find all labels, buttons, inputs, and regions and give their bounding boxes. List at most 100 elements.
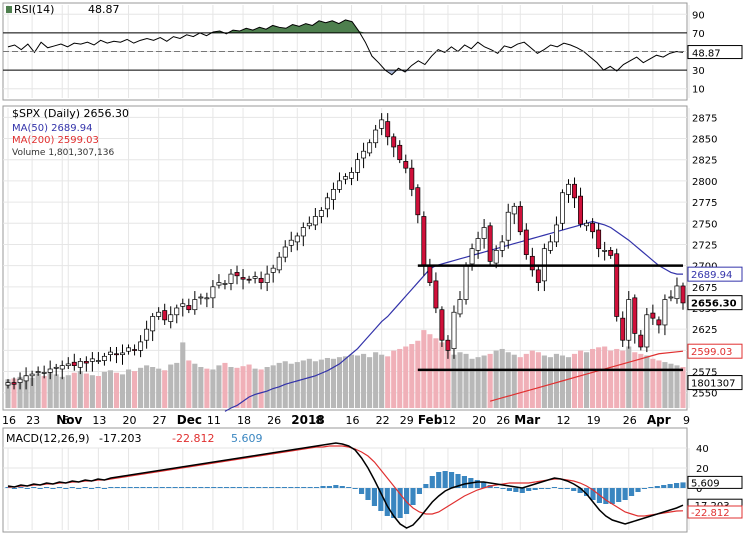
macd-histogram-bar xyxy=(455,474,461,488)
macd-histogram-bar xyxy=(616,488,622,502)
volume-bar xyxy=(445,350,451,408)
volume-bar xyxy=(439,342,445,408)
candle-up xyxy=(560,192,565,224)
volume-bar xyxy=(481,355,487,408)
macd-histogram-bar xyxy=(436,472,442,488)
candle-down xyxy=(487,225,493,262)
volume-bar xyxy=(95,376,101,408)
volume-bar xyxy=(240,366,246,408)
macd-histogram-bar xyxy=(352,488,358,489)
macd-histogram-bar xyxy=(590,488,596,500)
candle-down xyxy=(385,121,391,138)
ma50-legend: MA(50) 2689.94 xyxy=(12,123,93,134)
candle-up xyxy=(343,176,348,180)
candle-up xyxy=(47,368,53,373)
volume-bar xyxy=(23,375,29,408)
macd-histogram-bar xyxy=(346,487,352,488)
macd-hist-last-label: 5.609 xyxy=(691,478,720,489)
volume-bar xyxy=(53,374,59,408)
candle-up xyxy=(150,316,156,332)
macd-histogram-bar xyxy=(622,488,628,500)
volume-bar xyxy=(306,358,312,408)
volume-bar xyxy=(577,350,584,408)
candle-up xyxy=(330,189,336,200)
rsi-tick-label: 70 xyxy=(692,29,705,40)
macd-histogram-bar xyxy=(500,488,506,489)
volume-bar xyxy=(276,362,282,408)
macd-histogram-bar xyxy=(654,486,660,488)
volume-bar xyxy=(602,346,608,408)
x-axis-label: 9 xyxy=(683,414,690,427)
macd-histogram-bar xyxy=(416,488,422,494)
x-axis-label: Apr xyxy=(647,413,671,427)
macd-histogram-bar xyxy=(108,487,114,488)
macd-hist-last-box xyxy=(687,475,743,489)
volume-bar xyxy=(71,372,77,408)
macd-histogram-bar xyxy=(82,487,88,488)
macd-histogram-bar xyxy=(101,488,107,489)
x-axis-label: 26 xyxy=(623,414,637,427)
price-tick-label: 2800 xyxy=(692,177,717,188)
price-tick-label: 2550 xyxy=(692,389,717,400)
macd-histogram-bar xyxy=(269,487,275,488)
candle-up xyxy=(337,180,342,190)
candle-up xyxy=(547,241,553,251)
volume-bar xyxy=(330,358,337,408)
macd-histogram-bar xyxy=(44,487,50,488)
candle-up xyxy=(584,222,590,227)
candle-up xyxy=(553,224,559,243)
candle-up xyxy=(469,248,475,265)
volume-bar xyxy=(83,373,89,408)
macd-histogram-bar xyxy=(243,487,249,488)
candle-up xyxy=(65,363,71,366)
candle-up xyxy=(204,297,210,300)
candle-up xyxy=(511,205,517,215)
macd-histogram-bar xyxy=(179,487,185,488)
volume-bar xyxy=(5,379,11,408)
x-axis-label: 29 xyxy=(400,414,414,427)
candle-up xyxy=(505,211,511,241)
rsi-tick-label: 10 xyxy=(692,85,705,96)
candle-down xyxy=(433,280,439,309)
ma50-last-label: 2689.94 xyxy=(691,270,732,281)
volume-bar xyxy=(547,357,553,408)
macd-signal-line xyxy=(8,445,684,517)
candle-up xyxy=(168,314,174,322)
x-axis-label: 20 xyxy=(123,414,137,427)
volume-bar xyxy=(397,348,403,408)
volume-bar xyxy=(523,353,529,408)
macd-histogram-bar xyxy=(584,488,590,496)
volume-bar xyxy=(584,352,590,408)
macd-title: MACD(12,26,9) xyxy=(6,432,90,445)
volume-bar xyxy=(415,340,421,408)
macd-histogram-bar xyxy=(635,488,641,492)
volume-bar xyxy=(596,347,602,408)
macd-histogram-bar xyxy=(539,488,545,489)
volume-bar xyxy=(511,354,517,408)
candle-up xyxy=(373,129,379,144)
x-axis-label: Mar xyxy=(514,413,540,427)
candle-down xyxy=(620,317,626,341)
candle-up xyxy=(662,299,668,326)
volume-bar xyxy=(650,358,656,408)
volume-bar xyxy=(487,353,493,408)
price-title: $SPX (Daily) 2656.30 xyxy=(12,107,129,120)
volume-bar xyxy=(119,374,126,408)
candle-down xyxy=(132,349,138,351)
macd-histogram-bar xyxy=(359,488,365,494)
candle-up xyxy=(5,382,11,386)
volume-bar xyxy=(17,376,23,408)
macd-histogram-bar xyxy=(449,472,455,488)
rsi-value: 48.87 xyxy=(88,3,120,16)
x-axis-label: 8 xyxy=(315,414,322,427)
macd-histogram-bar xyxy=(288,487,294,488)
macd-tick-label: 40 xyxy=(696,444,709,455)
ma50-last-box xyxy=(687,266,743,282)
price-last-label: 2656.30 xyxy=(691,299,737,310)
volume-bar xyxy=(348,354,355,408)
volume-bar xyxy=(529,350,535,408)
volume-bar xyxy=(77,371,83,408)
price-tick-label: 2875 xyxy=(692,113,717,124)
macd-histogram-bar xyxy=(249,487,255,488)
macd-histogram-bar xyxy=(31,487,37,488)
